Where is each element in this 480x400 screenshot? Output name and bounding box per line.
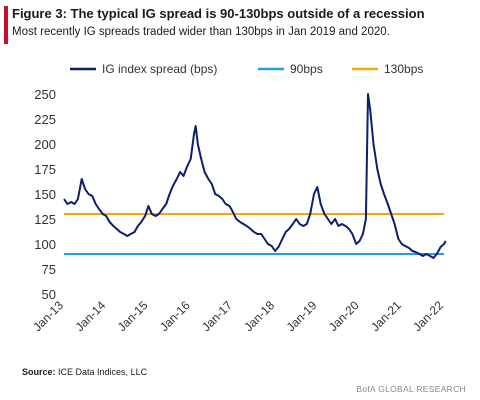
- series-line-ig-spread: [63, 93, 447, 259]
- y-tick-label: 150: [34, 187, 56, 202]
- x-tick-label: Jan-20: [326, 298, 362, 334]
- x-tick-label: Jan-18: [241, 298, 277, 334]
- x-axis: Jan-13 Jan-14 Jan-15 Jan-16 Jan-17 Jan-18 Jan-…: [30, 298, 446, 334]
- brand-label: BofA GLOBAL RESEARCH: [356, 384, 466, 394]
- x-tick-label: Jan-17: [199, 298, 235, 334]
- legend-label-ig-spread: IG index spread (bps): [102, 62, 217, 76]
- x-tick-label: Jan-22: [410, 298, 446, 334]
- y-tick-label: 100: [34, 237, 56, 252]
- x-tick-label: Jan-13: [30, 298, 66, 334]
- source-text: ICE Data Indices, LLC: [58, 367, 148, 377]
- y-tick-label: 225: [34, 112, 56, 127]
- x-tick-label: Jan-15: [115, 298, 151, 334]
- legend-label-90bps: 90bps: [290, 62, 323, 76]
- y-tick-label: 200: [34, 137, 56, 152]
- y-tick-label: 250: [34, 87, 56, 102]
- y-axis: 50 75 100 125 150 175 200 225 250: [34, 87, 56, 302]
- y-tick-label: 175: [34, 162, 56, 177]
- x-tick-label: Jan-21: [368, 298, 404, 334]
- chart-legend: IG index spread (bps) 90bps 130bps: [70, 62, 423, 76]
- line-chart: IG index spread (bps) 90bps 130bps 50 75 100…: [30, 62, 447, 334]
- source-label: Source:: [22, 367, 56, 377]
- y-tick-label: 125: [34, 212, 56, 227]
- y-tick-label: 75: [42, 262, 56, 277]
- source-note: Source: ICE Data Indices, LLC: [22, 367, 147, 377]
- title-accent-bar: [4, 6, 8, 44]
- x-tick-label: Jan-14: [72, 298, 108, 334]
- chart-subtitle: Most recently IG spreads traded wider th…: [12, 26, 390, 38]
- x-tick-label: Jan-19: [284, 298, 320, 334]
- x-tick-label: Jan-16: [157, 298, 193, 334]
- reference-lines: [64, 213, 444, 255]
- chart-title: Figure 3: The typical IG spread is 90-13…: [12, 6, 425, 21]
- series-lines: [63, 93, 447, 259]
- legend-label-130bps: 130bps: [384, 62, 423, 76]
- y-tick-label: 50: [42, 287, 56, 302]
